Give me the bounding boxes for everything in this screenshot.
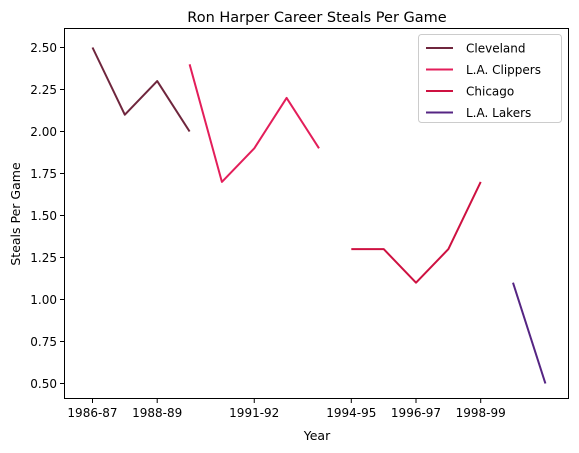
y-tick-label-5: 1.75: [30, 167, 57, 181]
x-tick-label-2: 1991-92: [229, 406, 279, 420]
y-tick-label-3: 1.25: [30, 251, 57, 265]
series-line-2: [351, 181, 482, 284]
series-layer: [91, 47, 547, 384]
x-tick-label-4: 1996-97: [391, 406, 441, 420]
y-tick-label-8: 2.50: [30, 41, 57, 55]
x-tick-label-5: 1998-99: [456, 406, 506, 420]
y-axis-ticks: 0.50 0.75 1.00 1.25 1.50 1.75 2.00 2.25 2.50: [30, 41, 65, 391]
series-line-1: [188, 64, 320, 183]
x-tick-label-0: 1986-87: [67, 406, 117, 420]
x-tick-label-1: 1988-89: [132, 406, 182, 420]
chart-title: Ron Harper Career Steals Per Game: [187, 10, 446, 26]
legend-label-2: Chicago: [466, 85, 514, 99]
x-tick-label-3: 1994-95: [326, 406, 376, 420]
plot-area: [64, 28, 569, 399]
series-line-3: [512, 282, 547, 384]
legend-label-0: Cleveland: [466, 42, 526, 56]
y-tick-label-7: 2.25: [30, 83, 57, 97]
legend: Cleveland L.A. Clippers Chicago L.A. Lakers: [418, 34, 562, 123]
series-line-0: [91, 47, 191, 133]
legend-label-3: L.A. Lakers: [466, 106, 531, 120]
legend-frame: [418, 34, 562, 123]
x-axis-label: Year: [303, 428, 331, 443]
y-tick-label-0: 0.50: [30, 377, 57, 391]
y-tick-label-2: 1.00: [30, 293, 57, 307]
legend-label-1: L.A. Clippers: [466, 63, 541, 77]
y-axis-label: Steals Per Game: [8, 162, 23, 266]
y-tick-label-1: 0.75: [30, 335, 57, 349]
x-axis-ticks: 1986-87 1988-89 1991-92 1994-95 1996-97 1998-…: [67, 398, 506, 420]
y-tick-label-6: 2.00: [30, 125, 57, 139]
y-tick-label-4: 1.50: [30, 209, 57, 223]
